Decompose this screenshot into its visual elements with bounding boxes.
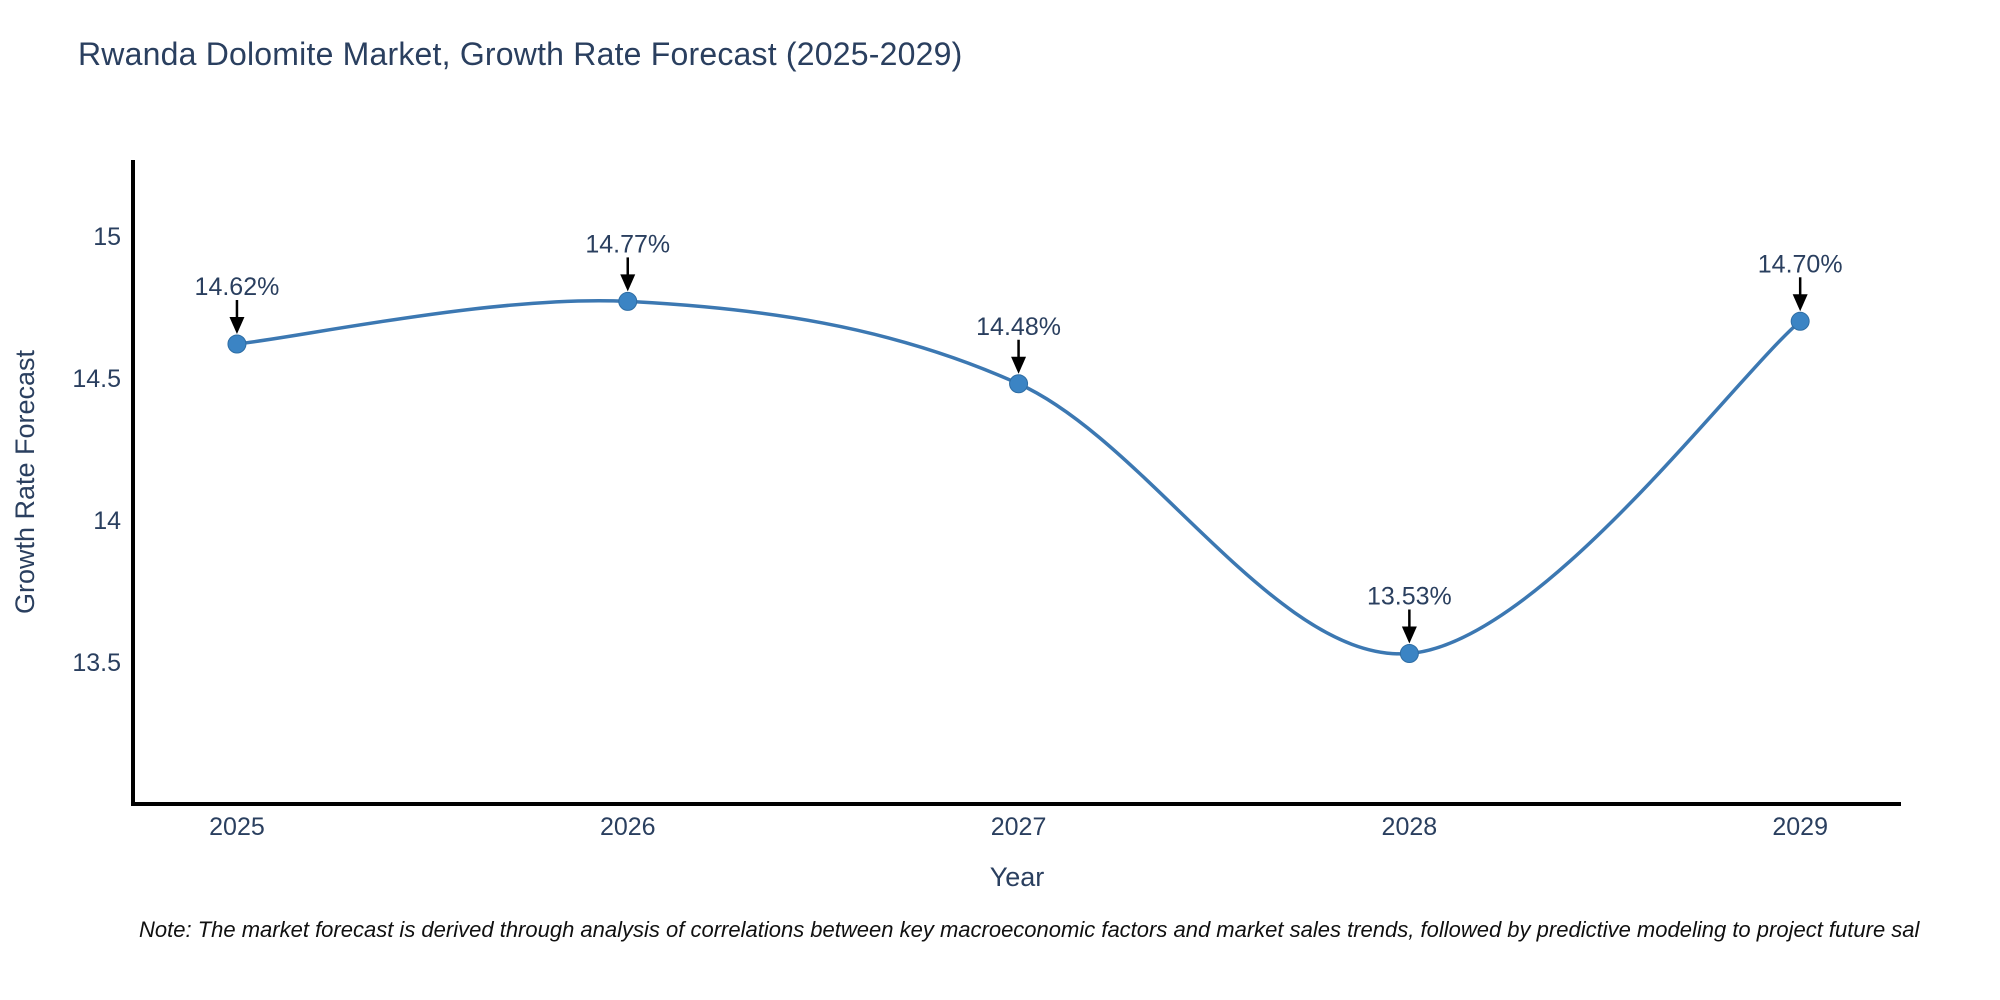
forecast-line xyxy=(235,299,1802,656)
annotation-arrowhead-icon xyxy=(1792,294,1808,312)
point-value-label: 14.70% xyxy=(1758,250,1843,278)
y-tick-label: 15 xyxy=(93,223,121,251)
chart-title: Rwanda Dolomite Market, Growth Rate Fore… xyxy=(78,36,963,72)
point-value-label: 14.62% xyxy=(195,273,280,301)
annotation-arrowhead-icon xyxy=(620,274,636,292)
point-value-label: 13.53% xyxy=(1367,583,1452,611)
y-axis-title: Growth Rate Forecast xyxy=(10,349,40,614)
x-tick-label: 2026 xyxy=(600,813,656,841)
data-point-2027[interactable] xyxy=(1009,374,1029,394)
x-tick-label: 2027 xyxy=(991,813,1047,841)
data-point-2026[interactable] xyxy=(618,291,638,311)
x-tick-label: 2025 xyxy=(209,813,265,841)
annotation-arrowhead-icon xyxy=(1401,626,1417,644)
footnote: Note: The market forecast is derived thr… xyxy=(139,917,1920,942)
y-tick-label: 13.5 xyxy=(72,649,121,677)
point-value-label: 14.77% xyxy=(585,230,670,258)
y-tick-label: 14 xyxy=(93,507,121,535)
annotation-arrowhead-icon xyxy=(1011,356,1027,374)
annotation-arrowhead-icon xyxy=(229,317,245,334)
x-tick-label: 2028 xyxy=(1382,813,1438,841)
y-tick-label: 14.5 xyxy=(72,365,121,393)
point-value-label: 14.48% xyxy=(976,313,1061,341)
data-point-2028[interactable] xyxy=(1399,644,1419,664)
x-axis-title: Year xyxy=(990,862,1045,892)
data-point-2025[interactable] xyxy=(227,334,247,354)
x-tick-label: 2029 xyxy=(1772,813,1828,841)
data-point-2029[interactable] xyxy=(1790,311,1810,331)
